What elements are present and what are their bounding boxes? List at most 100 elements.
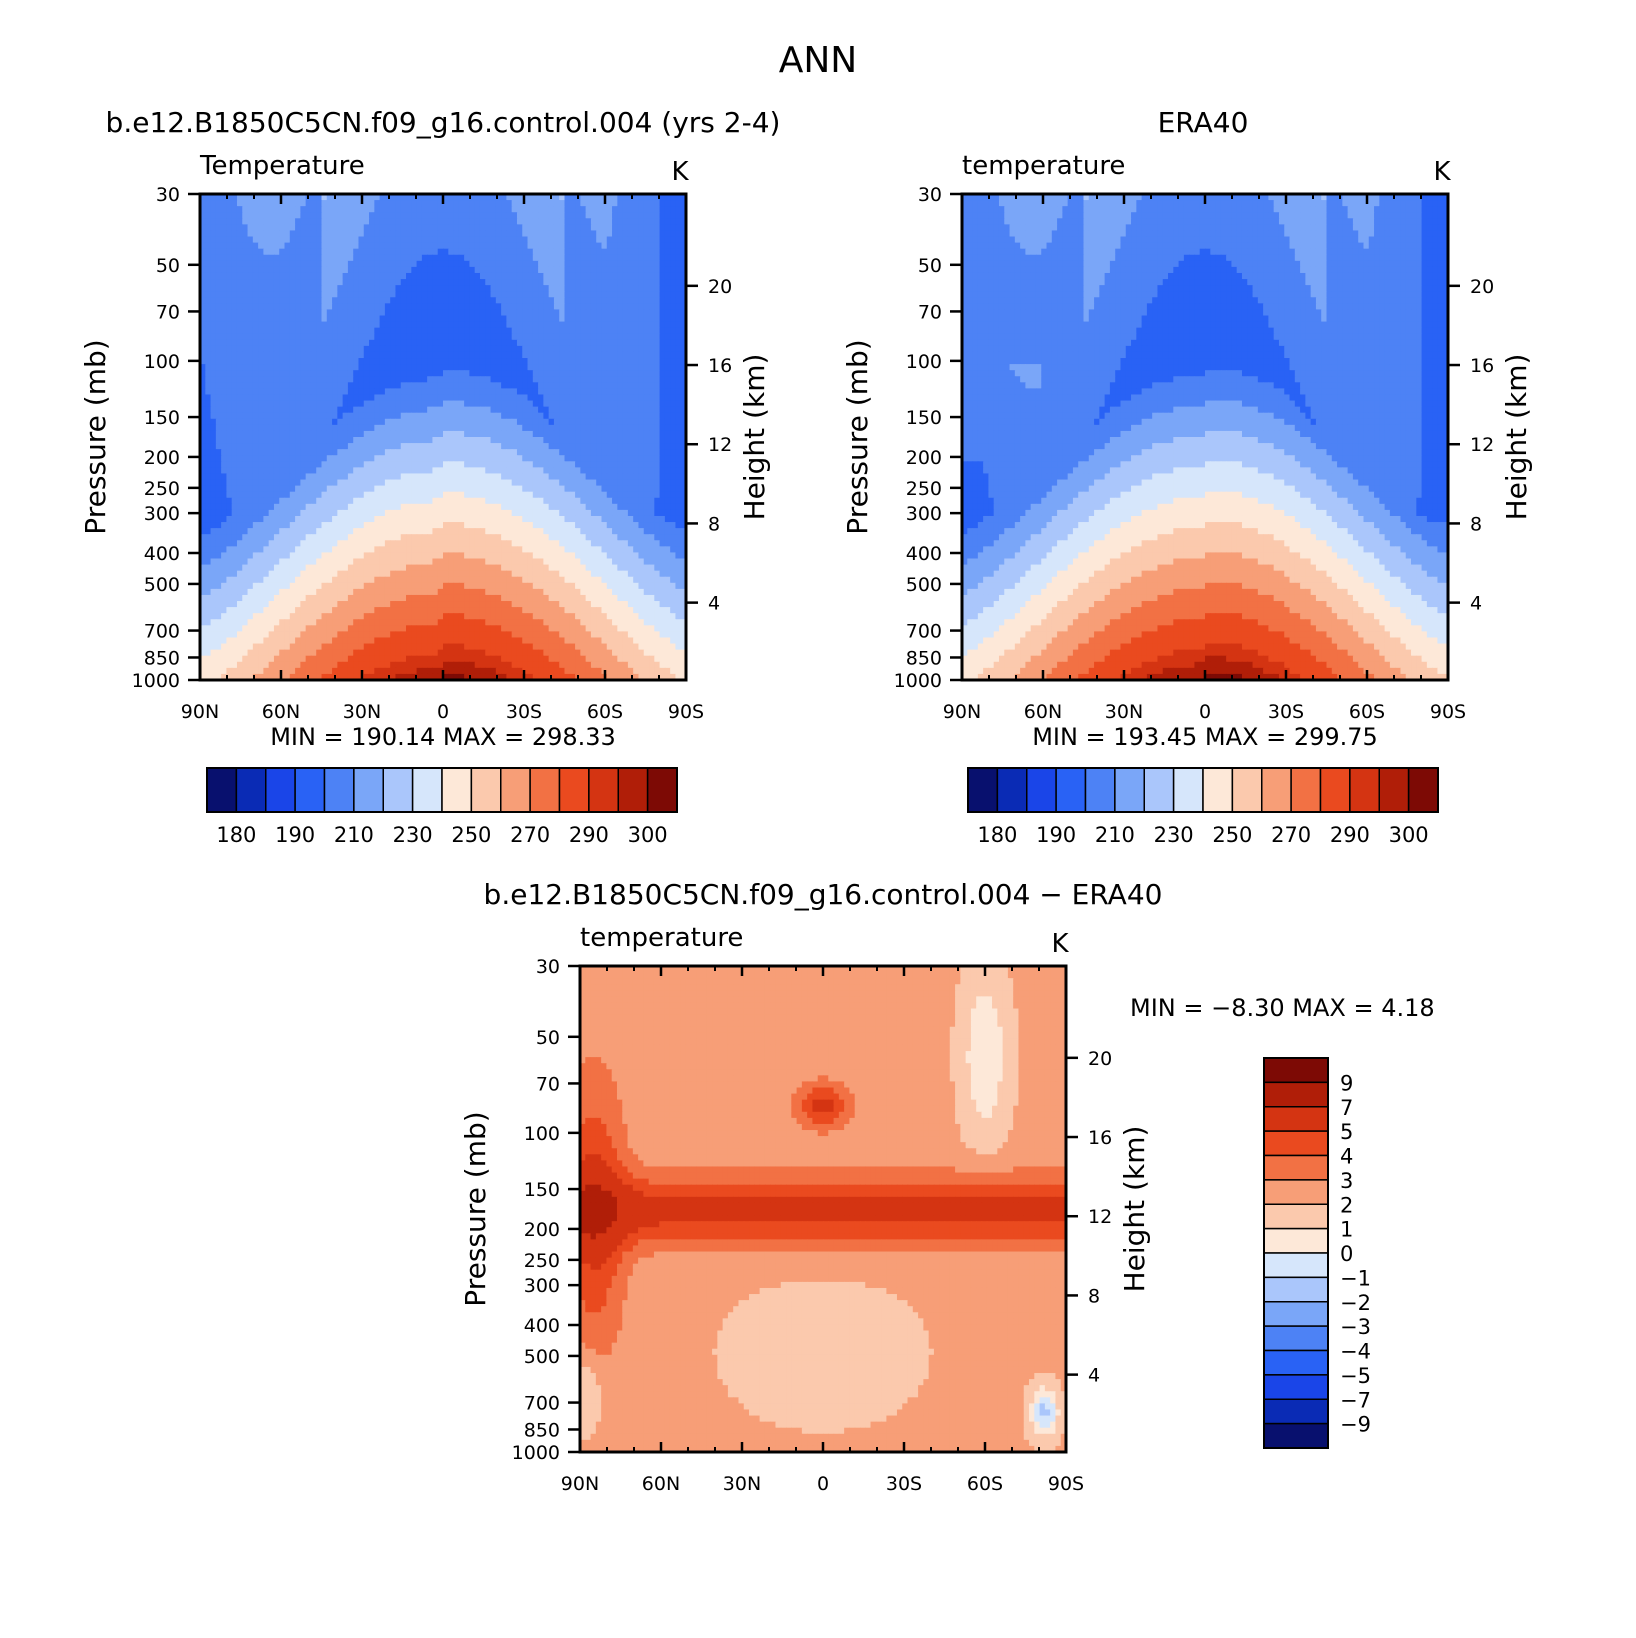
colorbar-frame — [967, 767, 1439, 813]
colorbar-label: 9 — [1340, 1071, 1353, 1095]
y-tick-label: 100 — [906, 351, 942, 373]
colorbar-swatch — [1263, 1325, 1329, 1352]
colorbar-label: 190 — [1036, 823, 1076, 847]
colorbar-swatch — [1263, 1081, 1329, 1108]
x-tick-label: 60N — [262, 701, 300, 723]
colorbar-swatch — [1349, 767, 1380, 813]
colorbar-swatch — [1231, 767, 1263, 813]
colorbar-label: 1 — [1340, 1218, 1353, 1242]
colorbar-swatch — [1263, 1130, 1329, 1157]
min-max-text: MIN = −8.30 MAX = 4.18 — [1130, 994, 1435, 1022]
colorbar: 180 190 210 230 250 270 290 300 — [206, 767, 678, 847]
y-right-tick-label: 12 — [708, 434, 732, 456]
y-tick-label: 700 — [524, 1393, 560, 1415]
colorbar-swatch — [1263, 1179, 1329, 1205]
colorbar-label: 290 — [1330, 823, 1370, 847]
x-tick-label: 60S — [587, 701, 623, 723]
y-axis-right-title: Height (km) — [1118, 1126, 1151, 1293]
y-right-tick-label: 16 — [708, 355, 732, 377]
colorbar-label: 4 — [1340, 1145, 1353, 1169]
variable-label: Temperature — [199, 151, 365, 181]
y-tick-label: 300 — [524, 1275, 560, 1297]
colorbar-swatch — [588, 767, 619, 813]
colorbar-swatch — [558, 767, 590, 813]
x-tick-label: 90N — [943, 701, 981, 723]
y-right-tick-label: 8 — [1088, 1285, 1100, 1307]
colorbar-swatch — [1261, 767, 1292, 813]
y-right-tick-label: 4 — [1470, 593, 1482, 615]
contour-field — [200, 194, 687, 681]
colorbar-swatch — [1378, 767, 1410, 813]
y-tick-label: 300 — [144, 503, 180, 525]
colorbar-swatch — [646, 767, 678, 813]
colorbar-swatch — [206, 767, 238, 813]
y-right-tick-label: 8 — [708, 513, 720, 535]
panel-title: b.e12.B1850C5CN.f09_g16.control.004 − ER… — [484, 878, 1163, 911]
colorbar-label: −3 — [1340, 1315, 1371, 1339]
colorbar-swatch — [353, 767, 384, 813]
y-tick-label: 1000 — [894, 670, 942, 692]
min-max-text: MIN = 193.45 MAX = 299.75 — [1032, 723, 1378, 751]
y-tick-label: 400 — [906, 543, 942, 565]
colorbar-swatch — [1263, 1422, 1329, 1449]
colorbar-label: −5 — [1340, 1364, 1371, 1388]
colorbar-swatch — [1202, 767, 1234, 813]
colorbar-swatch — [996, 767, 1028, 813]
y-tick-label: 100 — [524, 1123, 560, 1145]
colorbar-frame — [206, 767, 678, 813]
y-tick-label: 30 — [156, 184, 180, 206]
y-tick-label: 30 — [918, 184, 942, 206]
colorbar-swatch — [323, 767, 355, 813]
y-tick-label: 700 — [144, 621, 180, 643]
colorbar-swatch — [1143, 767, 1175, 813]
y-tick-label: 250 — [524, 1250, 560, 1272]
colorbar-swatch — [294, 767, 326, 813]
x-tick-label: 90S — [668, 701, 704, 723]
y-tick-label: 70 — [156, 301, 180, 323]
colorbar-label: 5 — [1340, 1120, 1353, 1144]
y-tick-label: 1000 — [132, 670, 180, 692]
y-tick-label: 200 — [906, 447, 942, 469]
x-tick-label: 90S — [1048, 1473, 1084, 1495]
y-tick-label: 500 — [906, 574, 942, 596]
variable-label: temperature — [962, 151, 1125, 181]
contour-field — [580, 966, 1067, 1453]
colorbar-label: 210 — [1095, 823, 1135, 847]
y-tick-label: 50 — [156, 255, 180, 277]
y-tick-label: 150 — [144, 407, 180, 429]
y-right-tick-label: 20 — [708, 276, 732, 298]
y-right-tick-label: 12 — [1470, 434, 1494, 456]
colorbar-swatch — [382, 767, 414, 813]
y-tick-label: 50 — [536, 1027, 560, 1049]
colorbar-swatch — [1263, 1301, 1329, 1327]
colorbar-label: −1 — [1340, 1266, 1371, 1290]
y-axis-right: 20 16 12 8 4 — [1066, 1048, 1112, 1387]
y-axis-right-title: Height (km) — [738, 354, 771, 521]
x-tick-label: 30S — [1268, 701, 1304, 723]
y-right-tick-label: 20 — [1470, 276, 1494, 298]
colorbar-label: 270 — [510, 823, 550, 847]
colorbar-label: 300 — [628, 823, 668, 847]
x-tick-label: 0 — [817, 1473, 829, 1495]
colorbar-swatch — [1172, 767, 1204, 813]
x-tick-label: 90N — [561, 1473, 599, 1495]
colorbar-swatch — [617, 767, 649, 813]
x-tick-label: 90N — [181, 701, 219, 723]
x-tick-label: 60S — [1349, 701, 1385, 723]
colorbar-label: −2 — [1340, 1291, 1371, 1315]
y-axis-right-title: Height (km) — [1500, 354, 1533, 521]
panel-title: ERA40 — [1158, 106, 1249, 139]
colorbar-swatch — [1263, 1227, 1329, 1254]
x-tick-label: 30N — [343, 701, 381, 723]
colorbar-swatch — [529, 767, 561, 813]
y-tick-label: 150 — [524, 1179, 560, 1201]
y-tick-label: 150 — [906, 407, 942, 429]
y-tick-label: 250 — [906, 478, 942, 500]
colorbar-frame — [1263, 1057, 1329, 1449]
y-axis-right: 20 16 12 8 4 — [1448, 276, 1494, 615]
colorbar-label: 210 — [334, 823, 374, 847]
y-axis-title: Pressure (mb) — [79, 339, 112, 534]
colorbar-swatch — [1114, 767, 1145, 813]
